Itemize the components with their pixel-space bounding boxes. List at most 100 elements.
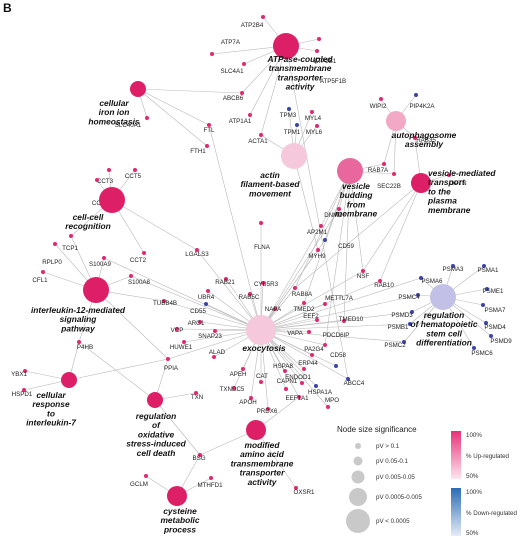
gene-node-erp44: ERP44 bbox=[298, 360, 318, 371]
term-circle bbox=[99, 187, 125, 213]
term-label-line: activity bbox=[286, 82, 315, 92]
gene-dot bbox=[69, 234, 73, 238]
gene-label: WIPI2 bbox=[370, 103, 387, 110]
term-node-actin: actin filament-based movement bbox=[240, 143, 307, 198]
gene-label: AP2M1 bbox=[307, 229, 328, 236]
gene-node-mettl7a: METTL7A bbox=[323, 295, 354, 306]
gene-label: PSMD9 bbox=[490, 338, 512, 345]
gene-node-arg1: ARG1 bbox=[188, 320, 205, 327]
gene-label: ACTA1 bbox=[248, 138, 268, 145]
gene-dot bbox=[402, 340, 406, 344]
gene-label: CCT5 bbox=[125, 173, 142, 180]
gene-node-hspa8: HSPA8 bbox=[273, 363, 293, 373]
gene-dot bbox=[484, 321, 488, 325]
gene-label: PIP4K2A bbox=[409, 103, 435, 110]
edge-iron-FTH1 bbox=[137, 88, 208, 147]
term-circle bbox=[83, 277, 109, 303]
gene-dot bbox=[213, 329, 217, 333]
term-label-line: regulation bbox=[136, 411, 176, 421]
edge-exocytosis-FTL bbox=[208, 124, 262, 331]
gene-node-cct2: CCT2 bbox=[130, 251, 147, 264]
gene-label: CCT2 bbox=[130, 257, 147, 264]
term-circle bbox=[130, 81, 146, 97]
gene-dot bbox=[242, 62, 246, 66]
gene-node-myh9: MYH9 bbox=[308, 248, 326, 260]
gene-dot bbox=[77, 340, 81, 344]
term-label-line: transport bbox=[428, 177, 466, 187]
gene-dot bbox=[489, 334, 493, 338]
term-label-line: from bbox=[347, 199, 366, 209]
legend-size-swatch bbox=[353, 456, 363, 466]
edge-exocytosis-TUBB4B bbox=[163, 300, 262, 331]
gene-node-cfl1: CFL1 bbox=[32, 270, 48, 284]
legend-size-label: pV > 0.1 bbox=[376, 443, 400, 450]
term-label-line: exocytosis bbox=[242, 343, 286, 353]
term-circle bbox=[61, 372, 77, 388]
gene-dot bbox=[485, 287, 489, 291]
gene-dot bbox=[194, 391, 198, 395]
gene-node-psma7: PSMA7 bbox=[481, 303, 506, 314]
gene-node-rab7a: RAB7A bbox=[368, 162, 389, 174]
term-circle bbox=[281, 143, 307, 169]
gene-label: FTH1 bbox=[190, 148, 206, 155]
gene-label: TUBB4B bbox=[153, 300, 177, 307]
gene-dot bbox=[259, 221, 263, 225]
gene-node-cct3: CCT3 bbox=[97, 168, 114, 185]
gene-node-huwe1: HUWE1 bbox=[170, 340, 193, 351]
gene-node-flna: FLNA bbox=[254, 221, 271, 251]
gene-dot bbox=[378, 279, 382, 283]
term-label: regulation of hematopoietic stem cell diffe… bbox=[410, 310, 477, 348]
term-label-line: membrane bbox=[335, 209, 378, 219]
gene-node-ybx1: YBX1 bbox=[11, 369, 27, 378]
legend-size-label: pV < 0.0005 bbox=[376, 518, 410, 525]
term-label-line: transmembrane bbox=[231, 458, 294, 468]
gene-node-capn1: CAPN1 bbox=[277, 378, 298, 391]
gene-node-snap23: SNAP23 bbox=[198, 329, 222, 340]
legend-up-top: 100% bbox=[466, 432, 482, 439]
gene-label: PSMA1 bbox=[478, 267, 500, 274]
edge-vesbud-TMED10 bbox=[343, 170, 351, 322]
gene-dot bbox=[129, 274, 133, 278]
gene-label: NAPA bbox=[265, 306, 282, 313]
gene-label: CD58 bbox=[330, 352, 346, 359]
gene-label: APEH bbox=[230, 371, 247, 378]
gene-label: PSMC4 bbox=[398, 294, 420, 301]
legend-up-title: % Up-regulated bbox=[466, 453, 510, 460]
term-label-line: actin bbox=[260, 170, 280, 180]
term-label-line: amino acid bbox=[240, 449, 285, 459]
term-circle bbox=[337, 158, 363, 184]
gene-node-ubr4: UBR4 bbox=[198, 289, 215, 301]
legend-up-gradient bbox=[451, 431, 461, 479]
gene-label: MPO bbox=[325, 397, 339, 404]
edge-exocytosis-S100A8 bbox=[130, 275, 262, 331]
term-label-line: interleukin-7 bbox=[26, 418, 76, 428]
gene-label: SLC40A1 bbox=[115, 122, 142, 129]
edge-actin-MYH9 bbox=[293, 155, 319, 251]
gene-label: TMED2 bbox=[294, 306, 316, 313]
term-label-line: activity bbox=[248, 477, 277, 487]
gene-label: MYL6 bbox=[306, 129, 323, 136]
gene-label: BSG bbox=[192, 455, 205, 462]
gene-node-apoh: APOH bbox=[239, 396, 257, 406]
gene-dot bbox=[133, 168, 137, 172]
edge-exocytosis-PSMA6 bbox=[260, 277, 422, 331]
gene-dot bbox=[293, 286, 297, 290]
gene-dot bbox=[240, 91, 244, 95]
gene-dot bbox=[248, 292, 252, 296]
term-label-line: cellular bbox=[36, 390, 66, 400]
term-label-line: to the bbox=[428, 186, 451, 196]
gene-label: PA2G4 bbox=[304, 346, 324, 353]
term-label: cellular iron ion homeostasis bbox=[88, 98, 140, 126]
term-label-line: iron ion bbox=[99, 107, 130, 117]
edge-exocytosis-NSF bbox=[260, 270, 364, 331]
term-label: interleukin-12-mediated signaling pathway bbox=[31, 305, 126, 333]
gene-node-napa: NAPA bbox=[265, 306, 282, 313]
terms-layer: ATPase-coupled transmembrane transporter ac… bbox=[26, 33, 496, 534]
term-label-line: homeostasis bbox=[88, 116, 140, 126]
gene-node-cd55: CD55 bbox=[190, 302, 208, 315]
term-circle bbox=[411, 173, 431, 193]
gene-node-psma1: PSMA1 bbox=[478, 264, 500, 274]
gene-label: MTHFD1 bbox=[197, 482, 223, 489]
gene-dot bbox=[41, 270, 45, 274]
gene-dot bbox=[342, 319, 346, 323]
